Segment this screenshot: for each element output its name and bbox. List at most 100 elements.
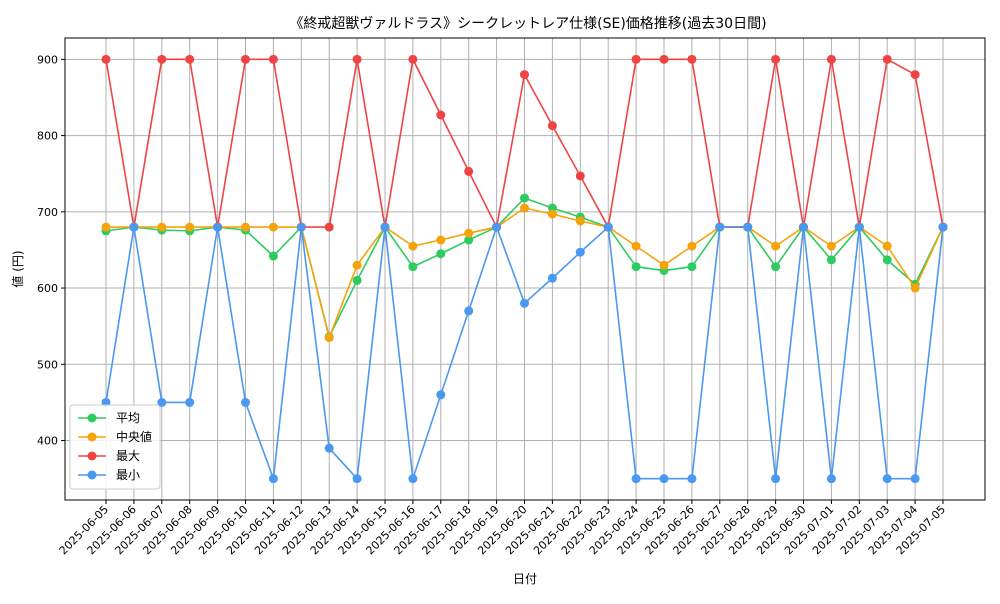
series-最小-point [743, 222, 753, 232]
series-最小-point [938, 222, 948, 232]
series-最小-point [799, 222, 808, 232]
series-中央値-point [185, 222, 195, 232]
legend-label: 最大 [116, 449, 140, 463]
series-中央値-point [241, 222, 250, 232]
series-最大-point [520, 70, 529, 80]
series-中央値-point [547, 209, 557, 219]
series-最大-point [324, 222, 334, 232]
series-平均-point [408, 262, 418, 272]
series-最大-point [771, 54, 781, 64]
series-最小-point [771, 474, 781, 484]
series-最小-point [520, 298, 529, 308]
series-最大-point [910, 70, 920, 80]
series-最大-point [882, 54, 892, 64]
series-最小-point [436, 390, 446, 400]
y-tick-label: 600 [37, 282, 58, 295]
series-中央値-point [520, 203, 529, 213]
series-最大-point [241, 54, 250, 64]
series-平均-point [268, 251, 278, 261]
series-最大-point [268, 54, 278, 64]
series-平均-point [352, 275, 362, 285]
series-平均-point [826, 255, 836, 265]
series-中央値-point [575, 216, 585, 226]
series-平均-point [464, 235, 474, 245]
series-中央値-point [910, 283, 920, 293]
series-中央値-point [101, 222, 111, 232]
series-中央値-point [352, 260, 362, 270]
series-最小-point [185, 397, 195, 407]
series-最大-point [464, 166, 474, 176]
series-最大-point [575, 171, 585, 181]
series-最小-point [631, 474, 641, 484]
y-tick-label: 900 [37, 53, 58, 66]
series-最大-point [436, 110, 446, 120]
x-axis-label: 日付 [513, 572, 537, 586]
series-平均-point [882, 255, 892, 265]
series-最大-point [547, 121, 557, 131]
series-中央値-point [324, 333, 334, 343]
series-最小-point [296, 222, 306, 232]
chart-title: 《終戒超獣ヴァルドラス》シークレットレア仕様(SE)価格推移(過去30日間) [289, 15, 766, 32]
legend-swatch-marker [87, 413, 97, 423]
legend-swatch-marker [87, 451, 97, 461]
series-中央値-point [882, 241, 892, 251]
series-最小-point [826, 474, 836, 484]
series-最小-point [213, 222, 223, 232]
series-最小-point [910, 474, 920, 484]
series-最小-point [408, 474, 418, 484]
series-最小-point [352, 474, 362, 484]
series-最大-point [687, 54, 697, 64]
series-中央値-point [268, 222, 278, 232]
series-最小-point [575, 247, 585, 257]
y-tick-label: 500 [37, 358, 58, 371]
series-最小-point [882, 474, 892, 484]
series-中央値-point [631, 241, 641, 251]
series-最小-point [854, 222, 864, 232]
series-中央値-point [771, 241, 781, 251]
series-最大-point [408, 54, 418, 64]
series-最小-point [492, 222, 502, 232]
series-平均-point [771, 262, 781, 272]
series-layer [101, 54, 948, 484]
series-最大-point [352, 54, 362, 64]
series-最小-point [659, 474, 669, 484]
series-最小-point [241, 397, 250, 407]
series-最大-point [185, 54, 195, 64]
series-平均-point [687, 262, 697, 272]
series-最大-point [631, 54, 641, 64]
legend-box [69, 404, 161, 490]
series-中央値-point [436, 235, 446, 245]
series-最大-point [826, 54, 836, 64]
series-最小-point [157, 397, 167, 407]
series-最大-point [659, 54, 669, 64]
series-最小-point [547, 273, 557, 283]
series-中央値-point [826, 241, 836, 251]
legend-swatch-marker [87, 470, 97, 480]
series-中央値-point [157, 222, 167, 232]
y-tick-label: 700 [37, 206, 58, 219]
series-平均-point [436, 249, 446, 259]
legend-swatch-marker [87, 432, 97, 442]
series-最小-point [324, 443, 334, 453]
series-平均-point [631, 262, 641, 272]
y-tick-label: 800 [37, 130, 58, 143]
series-最小-point [464, 306, 474, 316]
series-最小-point [603, 222, 613, 232]
series-最小-point [715, 222, 725, 232]
legend-label: 最小 [116, 468, 140, 482]
series-最小-point [129, 222, 139, 232]
series-平均-point [520, 193, 529, 203]
legend-label: 平均 [116, 411, 140, 425]
series-中央値-point [408, 241, 418, 251]
series-最小-point [687, 474, 697, 484]
legend-label: 中央値 [116, 429, 152, 444]
series-最大-point [157, 54, 167, 64]
series-最大-point [101, 54, 111, 64]
series-中央値-point [659, 260, 669, 270]
series-中央値-point [464, 228, 474, 238]
series-中央値-point [687, 241, 697, 251]
y-tick-label: 400 [37, 435, 58, 448]
series-最小-point [268, 474, 278, 484]
